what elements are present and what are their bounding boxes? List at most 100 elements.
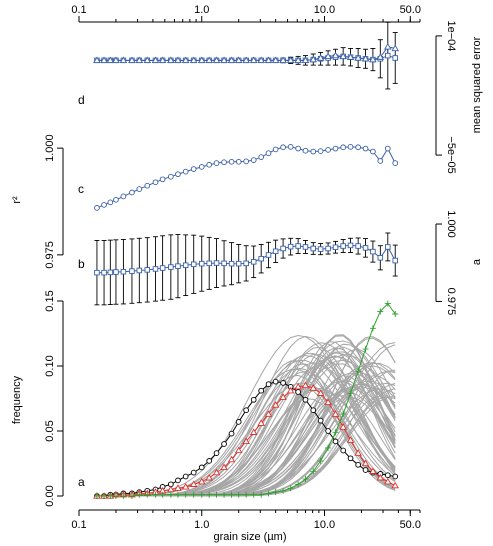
frequency-tick-label: 0.15 xyxy=(44,290,56,311)
panel-c-point xyxy=(392,160,399,166)
panel-b-point xyxy=(107,269,114,276)
panel-c-point xyxy=(198,164,205,170)
frequency-point xyxy=(159,491,166,498)
panel-c-point xyxy=(355,144,361,151)
frequency-point xyxy=(174,491,181,498)
panel-b-point xyxy=(120,268,127,275)
mse-tick-label: −5e−05 xyxy=(445,136,457,173)
panel-b-point xyxy=(228,260,235,267)
panel-c-point xyxy=(287,144,294,150)
panel-b-point xyxy=(175,263,181,269)
panel-b-point xyxy=(287,243,294,250)
mse-axis-label: mean squared error xyxy=(471,36,483,133)
mse-tick-label: 1e−04 xyxy=(445,20,457,51)
background-curves-layer xyxy=(96,334,396,497)
frequency-point xyxy=(206,458,213,464)
frequency-point xyxy=(212,468,221,476)
frequency-point xyxy=(227,455,236,463)
frequency-point xyxy=(174,484,182,491)
panel-c-point xyxy=(167,173,174,180)
frequency-point xyxy=(197,477,206,485)
r2-axis-label: r² xyxy=(11,196,23,204)
panel-b-point xyxy=(94,269,100,276)
frequency-point xyxy=(340,447,347,454)
frequency-point xyxy=(347,390,354,397)
panel-d-point-triangle xyxy=(286,56,295,64)
frequency-point xyxy=(235,419,242,425)
panel-d-point-triangle xyxy=(167,56,175,64)
x-tick-label-bottom: 0.1 xyxy=(71,519,86,531)
frequency-point xyxy=(310,468,317,475)
panel-b-point xyxy=(129,268,135,274)
panel-b-point xyxy=(385,244,391,250)
data-layer xyxy=(93,21,400,499)
frequency-point xyxy=(249,428,258,435)
panel-d-point-triangle xyxy=(135,56,144,64)
panel-d-point-triangle xyxy=(158,56,167,64)
panel-d-point-triangle xyxy=(205,56,213,64)
panel-d-point-triangle xyxy=(339,52,347,60)
panel-c-point xyxy=(347,144,354,150)
panel-b-point xyxy=(136,267,143,274)
frequency-point xyxy=(213,491,220,498)
panel-d-point-triangle xyxy=(294,56,302,64)
frequency-point xyxy=(265,381,272,388)
frequency-point xyxy=(280,487,287,494)
panel-d-point-square xyxy=(385,52,391,59)
panel-b-point xyxy=(370,248,376,255)
frequency-point xyxy=(264,410,273,417)
x-tick-label-top: 1.0 xyxy=(194,4,209,16)
frequency-point xyxy=(257,419,265,426)
frequency-point xyxy=(347,455,354,462)
axes-layer: 0.1 0.1 1.0 1.0 10.0 10.0 50.0 50.0 0.00 0.05 0.10… xyxy=(44,4,457,531)
frequency-tick-label: 0.10 xyxy=(44,355,56,376)
panel-b-point xyxy=(198,260,205,267)
panel-b-point xyxy=(182,262,189,268)
background-frequency-curve xyxy=(96,341,396,497)
panel-b-point xyxy=(113,269,119,275)
frequency-point xyxy=(243,491,250,498)
panel-d-point-triangle xyxy=(93,56,101,64)
panel-c-point xyxy=(113,196,119,203)
frequency-point xyxy=(362,467,369,473)
frequency-point xyxy=(384,300,391,307)
panel-b-point xyxy=(235,260,242,267)
x-tick-label-bottom: 10.0 xyxy=(314,519,335,531)
frequency-point xyxy=(272,378,279,385)
panel-c-point xyxy=(107,199,114,206)
panel-c-point xyxy=(377,158,384,164)
panel-b-point xyxy=(377,255,384,261)
frequency-point xyxy=(362,346,369,353)
panel-d-point-triangle xyxy=(242,56,250,64)
a-axis-label: a xyxy=(471,258,483,265)
panel-b-point xyxy=(340,243,346,249)
frequency-point xyxy=(302,476,309,483)
panel-c-point xyxy=(325,146,331,153)
frequency-point xyxy=(271,401,280,408)
frequency-axis-label: frequency xyxy=(11,375,23,424)
frequency-point xyxy=(294,382,302,390)
panel-b-point xyxy=(362,245,369,251)
panel-b-point xyxy=(250,259,257,265)
frequency-point xyxy=(361,459,370,467)
panel-d-point-triangle xyxy=(391,44,400,52)
frequency-point xyxy=(324,398,332,406)
panel-c-point xyxy=(213,160,220,166)
frequency-point xyxy=(391,481,400,489)
panel-c-point xyxy=(272,146,279,153)
panel-letter-a: a xyxy=(78,475,85,489)
panel-d-point-triangle xyxy=(384,42,392,50)
panel-d-point-triangle xyxy=(197,56,206,64)
x-tick-label-top: 50.0 xyxy=(400,4,421,16)
background-frequency-curve xyxy=(96,340,396,497)
panel-b-point xyxy=(325,245,331,252)
frequency-point xyxy=(221,441,227,447)
frequency-point xyxy=(316,389,325,396)
panel-b-point xyxy=(221,260,227,267)
panel-letter-b: b xyxy=(78,257,85,271)
frequency-point xyxy=(317,417,324,424)
panel-b-point xyxy=(280,245,286,252)
frequency-point xyxy=(206,491,213,498)
panel-b-point xyxy=(258,255,264,262)
